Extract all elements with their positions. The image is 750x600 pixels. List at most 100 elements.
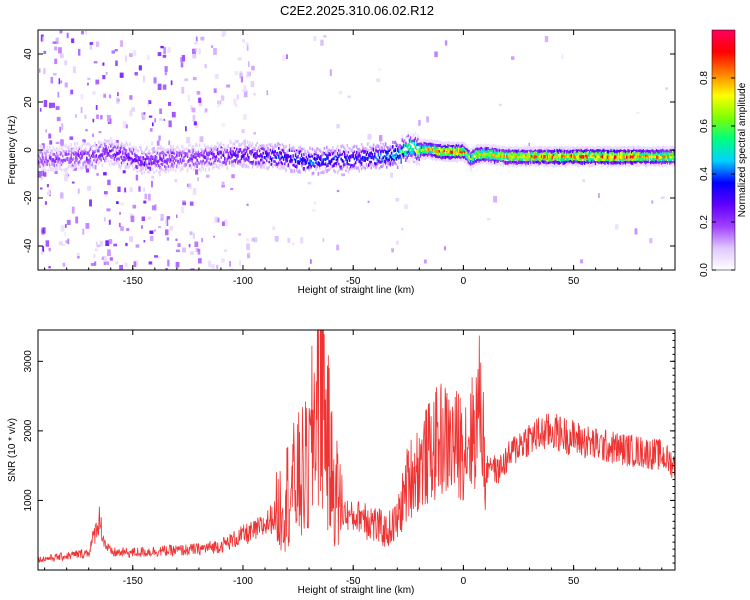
heatmap-cell [299,170,302,174]
heatmap-cell [230,151,232,156]
heatmap-cell [477,161,479,164]
heatmap-cell [196,158,198,162]
heatmap-cell [615,152,617,155]
heatmap-cell [582,160,585,164]
heatmap-cell [105,144,107,149]
heatmap-cell [269,148,272,152]
heatmap-cell [120,226,124,231]
heatmap-cell [149,152,152,155]
heatmap-cell [606,163,609,168]
heatmap-cell [473,157,476,162]
heatmap-cell [556,161,558,164]
heatmap-cell [117,152,119,156]
heatmap-cell [314,153,316,156]
heatmap-cell [345,169,347,172]
heatmap-cell [560,146,562,150]
heatmap-cell [618,160,621,165]
heatmap-cell [239,159,242,164]
figure-title: C2E2.2025.310.06.02.R12 [280,3,434,18]
heatmap-cell [568,154,570,158]
heatmap-cell [443,144,446,147]
heatmap-cell [173,162,176,165]
heatmap-cell [119,150,122,154]
heatmap-cell [103,93,107,98]
heatmap-cell [38,160,40,164]
heatmap-cell [64,152,66,157]
heatmap-cell [447,155,449,159]
heatmap-cell [428,156,430,160]
heatmap-cell [157,83,162,90]
heatmap-cell [120,161,124,165]
heatmap-cell [510,157,513,161]
heatmap-cell [206,145,208,149]
heatmap-cell [594,157,597,160]
heatmap-cell [342,145,345,149]
heatmap-cell [417,134,419,137]
heatmap-cell [116,144,118,148]
heatmap-cell [666,161,669,165]
heatmap-cell [486,161,489,164]
heatmap-cell [212,156,214,160]
heatmap-cell [555,157,557,161]
heatmap-cell [246,203,249,206]
heatmap-cell [180,161,183,165]
heatmap-cell [328,148,330,151]
heatmap-cell [606,151,609,156]
heatmap-cell [576,154,579,157]
heatmap-cell [569,157,572,160]
heatmap-cell [507,161,509,166]
heatmap-cell [657,149,659,153]
heatmap-cell [249,150,251,154]
heatmap-cell [362,148,364,152]
heatmap-cell [461,150,464,154]
heatmap-cell [92,165,94,169]
heatmap-cell [322,162,324,166]
heatmap-cell [660,154,663,157]
heatmap-cell [391,249,394,253]
heatmap-cells [38,30,675,270]
heatmap-cell [192,149,195,153]
heatmap-cell [144,148,147,151]
heatmap-cell [216,217,220,223]
heatmap-cell [104,138,106,142]
heatmap-cell [530,160,532,165]
heatmap-cell [435,151,437,155]
heatmap-cell [424,149,426,154]
heatmap-cell [217,105,219,108]
heatmap-cell [581,155,584,159]
heatmap-cell [124,151,126,156]
heatmap-cell [610,157,612,162]
heatmap-cell [528,145,531,151]
heatmap-cell [568,157,570,161]
heatmap-cell [219,143,221,147]
heatmap-cell [228,150,231,154]
heatmap-cell [566,155,568,158]
heatmap-cell [120,164,123,168]
heatmap-cell [122,170,126,174]
heatmap-cell [137,158,140,162]
heatmap-cell [103,261,106,266]
heatmap-cell [86,143,88,146]
heatmap-cell [353,165,356,170]
heatmap-cell [650,163,652,167]
heatmap-cell [480,150,483,154]
heatmap-cell [386,153,388,156]
heatmap-cell [464,142,466,147]
heatmap-cell [472,152,474,157]
heatmap-cell [111,139,113,144]
heatmap-cell [45,169,47,172]
heatmap-cell [316,147,318,151]
heatmap-cell [174,156,177,159]
heatmap-cell [622,157,624,162]
heatmap-cell [43,68,46,75]
heatmap-cell [600,146,603,151]
heatmap-cell [241,89,246,92]
heatmap-cell [502,151,504,154]
heatmap-cell [60,159,63,163]
heatmap-cell [134,160,136,163]
heatmap-cell [196,91,201,95]
heatmap-cell [514,154,516,158]
heatmap-cell [58,157,60,161]
heatmap-cell [363,150,365,154]
heatmap-cell [238,233,241,236]
